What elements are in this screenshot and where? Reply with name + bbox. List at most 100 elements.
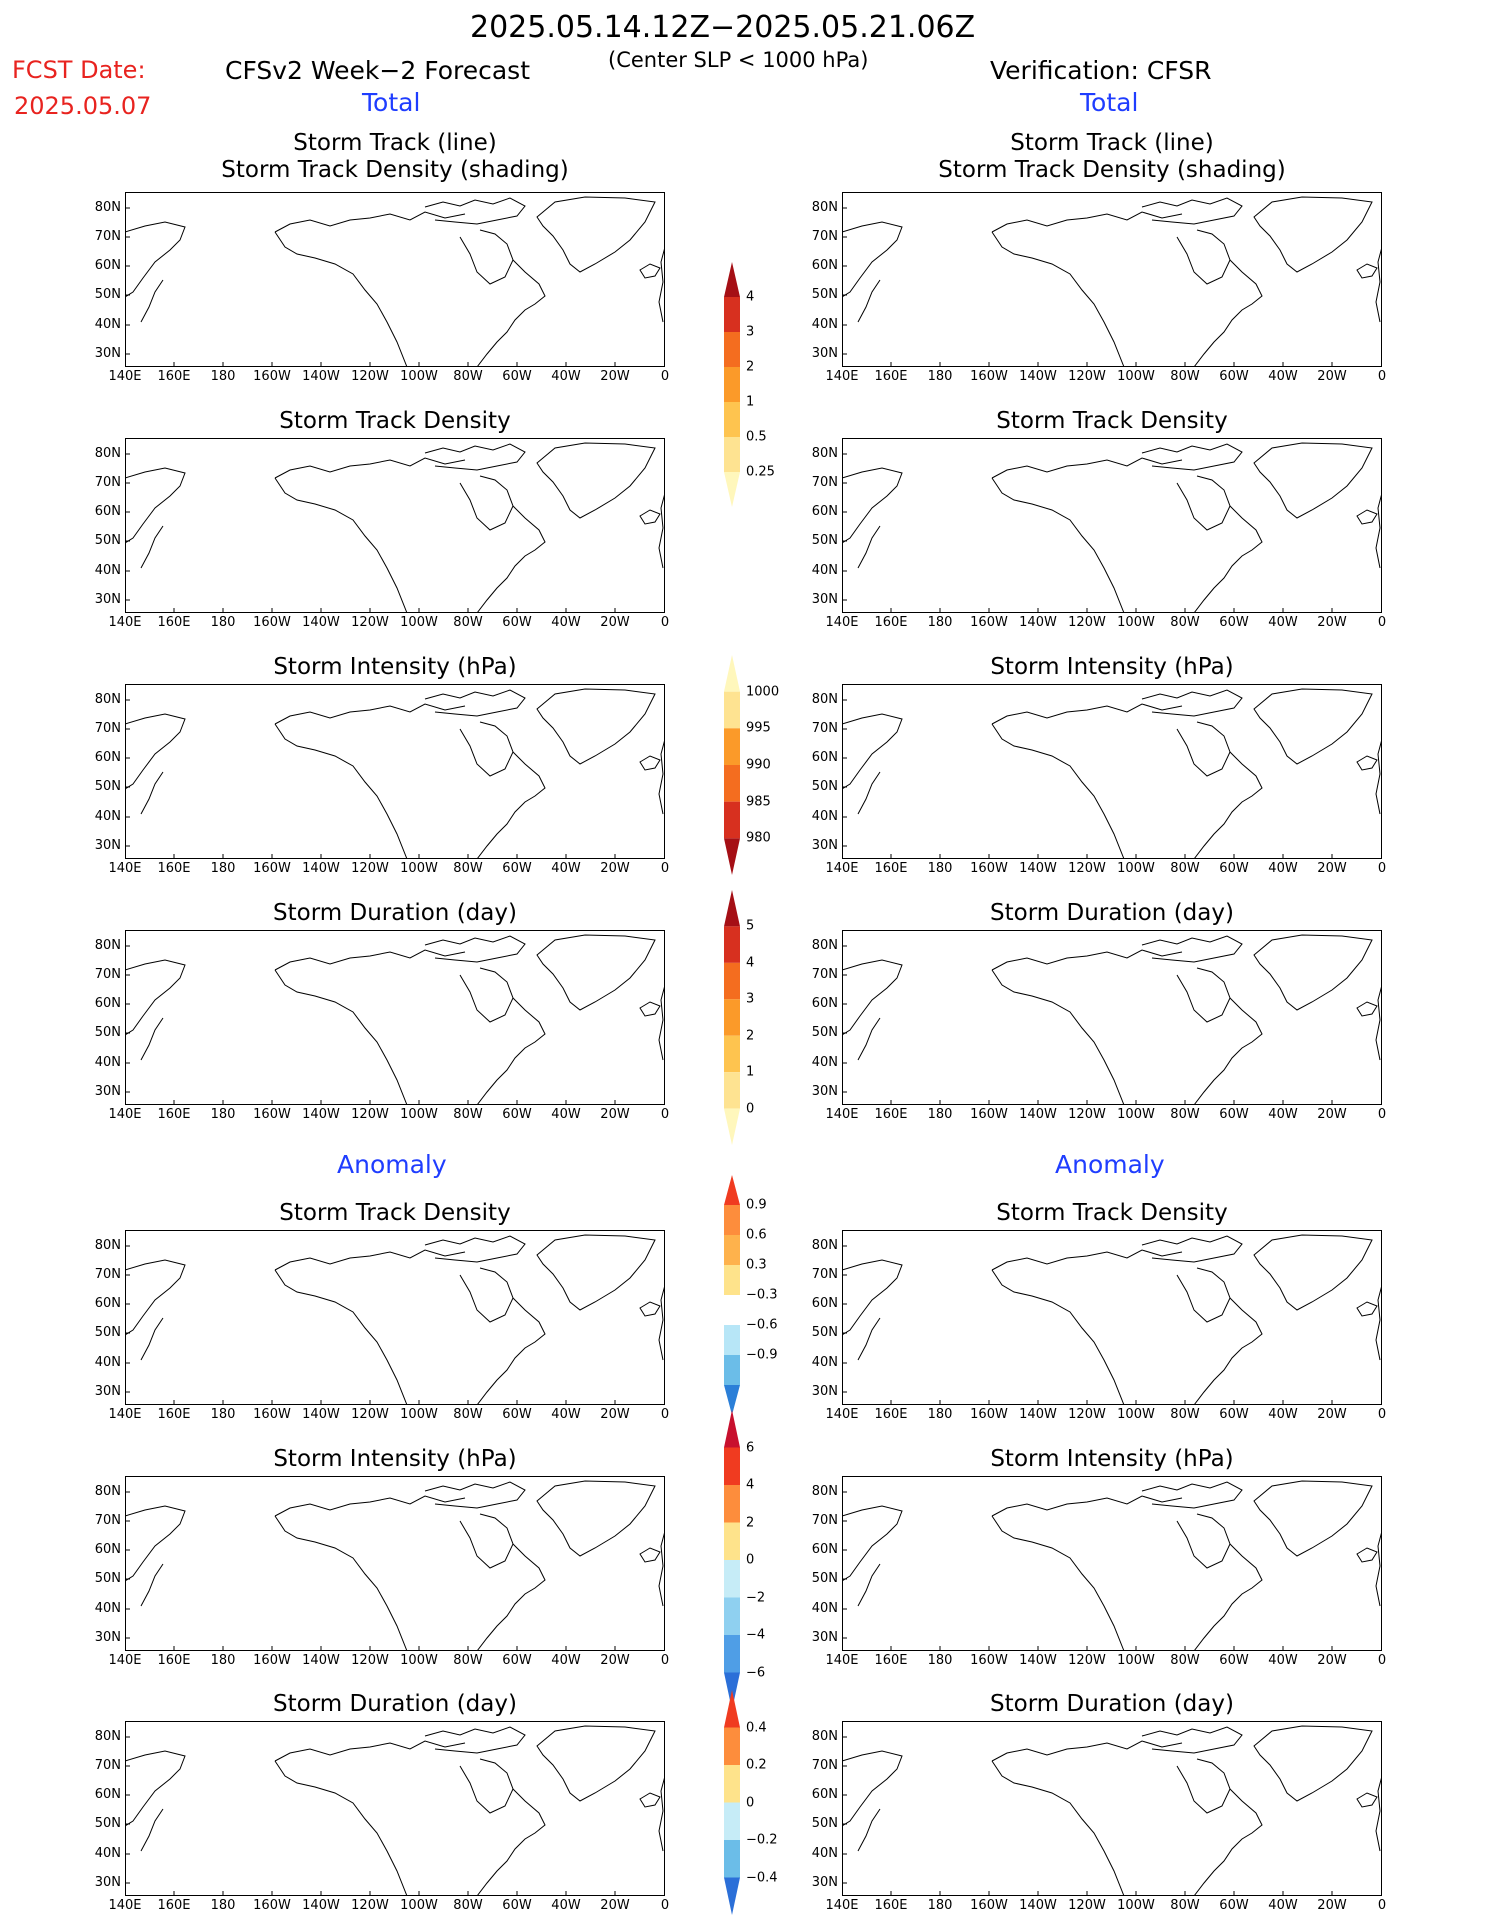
coastline (991, 949, 1183, 971)
lon-label: 140E (825, 1107, 859, 1122)
lon-label: 20W (600, 1898, 630, 1913)
colorbar-strip (724, 1175, 740, 1415)
lon-label: 160W (253, 861, 291, 876)
colorbar-label: 2 (746, 1028, 755, 1044)
lon-label: 160E (874, 861, 908, 876)
coastline (1141, 1481, 1243, 1509)
lat-label: 70N (811, 229, 838, 244)
lon-label: 160E (157, 1898, 191, 1913)
lat-label: 40N (811, 563, 838, 578)
lon-label: 20W (1317, 615, 1347, 630)
panel-title: Storm Track (line) (293, 130, 497, 156)
lon-label: 120W (351, 1407, 389, 1422)
lon-label: 160E (157, 369, 191, 384)
colorbar-label: 990 (746, 757, 771, 773)
lat-label: 40N (811, 317, 838, 332)
coastline (1141, 1235, 1243, 1263)
map-panel: Storm Intensity (hPa) 80N 70N 60N 50N 40N 30N 1… (95, 644, 685, 879)
map-canvas (842, 192, 1382, 367)
coastline (274, 457, 466, 479)
lon-label: 80W (453, 1407, 483, 1422)
lat-label: 80N (811, 1484, 838, 1499)
colorbar-segment (724, 1072, 740, 1109)
map-canvas (842, 1721, 1382, 1896)
lat-label: 80N (94, 446, 121, 461)
coastline (140, 1017, 164, 1061)
lon-label: 160E (157, 1653, 191, 1668)
lon-label: 40W (1268, 369, 1298, 384)
lat-label: 70N (94, 721, 121, 736)
colorbar: 1000 995 990 985 980 (722, 655, 792, 875)
lon-label: 60W (502, 861, 532, 876)
lon-label: 60W (502, 1407, 532, 1422)
coastline (1193, 997, 1263, 1105)
lat-label: 40N (94, 1355, 121, 1370)
coastline (857, 525, 881, 569)
coastline (1375, 246, 1382, 323)
lat-label: 60N (811, 996, 838, 1011)
lat-label: 30N (811, 592, 838, 607)
lon-label: 20W (1317, 369, 1347, 384)
colorbar-segment (724, 402, 740, 437)
colorbar-label: −0.4 (746, 1870, 778, 1885)
map-canvas (125, 684, 665, 859)
lon-label: 100W (400, 369, 438, 384)
lon-label: 140E (825, 1898, 859, 1913)
coastline (857, 1017, 881, 1061)
panel-title: Storm Intensity (hPa) (273, 1446, 517, 1472)
colorbar-strip (724, 262, 740, 507)
coastline (1356, 755, 1378, 771)
coastline (1193, 505, 1263, 613)
lon-label: 160E (157, 615, 191, 630)
lon-label: 0 (1377, 861, 1387, 876)
colorbar-segment (724, 1385, 740, 1415)
map-canvas (842, 1476, 1382, 1651)
lon-label: 80W (453, 1107, 483, 1122)
lat-label: 30N (811, 1084, 838, 1099)
lat-label: 60N (811, 1296, 838, 1311)
map-plot: 80N 70N 60N 50N 40N 30N 140E 160E 180 160W 140W 120… (95, 930, 669, 1122)
lat-label: 80N (811, 692, 838, 707)
lon-label: 40W (551, 1107, 581, 1122)
lon-label: 180 (927, 1653, 953, 1668)
lon-label: 160W (253, 1653, 291, 1668)
coastline (991, 211, 1183, 233)
lon-label: 80W (1170, 861, 1200, 876)
map-plot: 80N 70N 60N 50N 40N 30N 140E 160E 180 160W 140W 120… (812, 1230, 1386, 1422)
lon-label: 40W (551, 369, 581, 384)
colorbar-label: 0 (746, 1795, 755, 1810)
lon-label: 40W (551, 861, 581, 876)
lon-label: 80W (453, 1653, 483, 1668)
coastline (1375, 1530, 1382, 1607)
lat-label: 50N (811, 1325, 838, 1340)
lon-label: 20W (1317, 861, 1347, 876)
lat-label: 30N (94, 346, 121, 361)
fcst-date-value: 2025.05.07 (14, 92, 152, 120)
coastline (658, 1775, 665, 1852)
colorbar-segment (724, 1035, 740, 1073)
coastline (639, 1547, 661, 1563)
lon-label: 120W (1068, 1107, 1106, 1122)
coastline (1193, 259, 1263, 367)
lon-label: 160E (874, 369, 908, 384)
coastline (459, 721, 514, 777)
colorbar-segment (724, 437, 740, 472)
coastline (140, 525, 164, 569)
map-plot: 80N 70N 60N 50N 40N 30N 140E 160E 180 160W 140W 120… (812, 1721, 1386, 1913)
lon-label: 140E (825, 861, 859, 876)
lon-label: 40W (1268, 1107, 1298, 1122)
lon-label: 20W (600, 861, 630, 876)
lat-label: 70N (811, 1267, 838, 1282)
colorbar-segment (724, 1522, 740, 1560)
lon-label: 60W (1219, 861, 1249, 876)
lon-label: 160W (970, 615, 1008, 630)
lon-label: 80W (453, 861, 483, 876)
lon-label: 160E (874, 1898, 908, 1913)
lon-label: 0 (1377, 1407, 1387, 1422)
coastline (125, 1259, 186, 1336)
map-frame (125, 1476, 665, 1651)
colorbar-label: 2 (746, 1515, 755, 1530)
coastline (658, 492, 665, 569)
lon-label: 140E (108, 615, 142, 630)
lon-label: 20W (600, 1407, 630, 1422)
